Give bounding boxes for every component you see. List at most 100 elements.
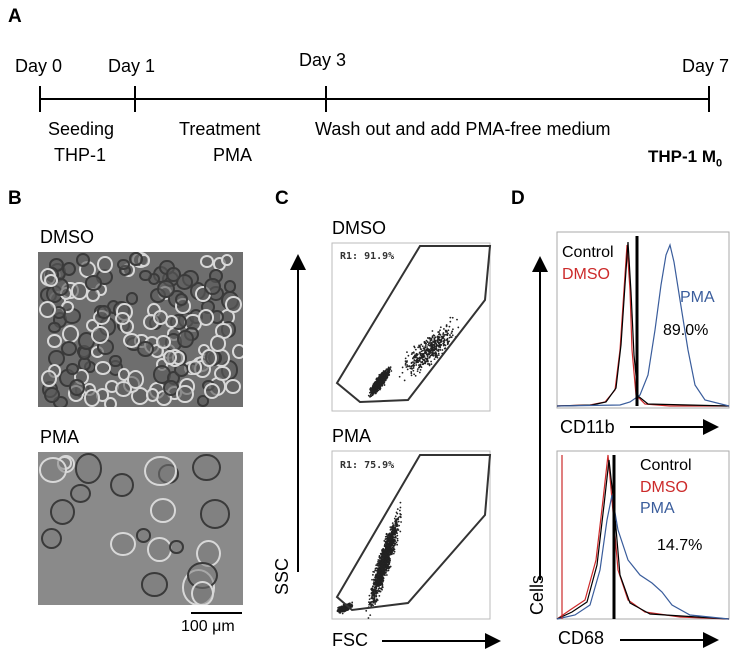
flow-dot bbox=[413, 373, 416, 376]
flow-dot bbox=[419, 365, 422, 368]
cell bbox=[40, 370, 57, 387]
flow-dot bbox=[399, 501, 402, 504]
flow-dot bbox=[431, 341, 433, 344]
flow-dot bbox=[433, 358, 436, 361]
flow-dot bbox=[437, 354, 440, 357]
cell bbox=[117, 258, 131, 271]
flow-dot bbox=[418, 344, 420, 347]
flow-dot bbox=[451, 334, 454, 337]
flow-dot bbox=[399, 530, 402, 533]
flow-dot bbox=[392, 552, 395, 555]
flow-dot bbox=[401, 366, 404, 369]
flow-dot bbox=[406, 364, 409, 366]
panel-label-a: A bbox=[8, 6, 22, 27]
flow-dot bbox=[430, 363, 433, 366]
flow-dot bbox=[447, 329, 450, 332]
flow-dot bbox=[437, 348, 440, 351]
flow-dot bbox=[422, 362, 425, 365]
flow-dot bbox=[407, 354, 410, 357]
flow-dot bbox=[419, 351, 421, 354]
cell bbox=[38, 300, 56, 318]
step-seeding-line1: Seeding bbox=[48, 119, 115, 139]
cell bbox=[201, 349, 218, 368]
hist-top-legend-control: Control bbox=[562, 244, 614, 261]
flow-dot bbox=[424, 344, 427, 346]
flow-dot bbox=[385, 371, 388, 374]
flow-dot bbox=[437, 331, 440, 333]
cell bbox=[231, 343, 243, 360]
flow-dot bbox=[369, 614, 372, 617]
cell bbox=[176, 384, 194, 403]
flow-dot bbox=[367, 394, 370, 397]
scale-bar bbox=[191, 612, 242, 614]
flow-dot bbox=[449, 334, 451, 336]
flow-dot bbox=[422, 353, 425, 355]
hist-y-axis-label: Cells bbox=[527, 574, 547, 615]
cell bbox=[187, 359, 203, 375]
flow-dot bbox=[438, 336, 441, 339]
flow-dot bbox=[421, 349, 424, 352]
flow-dot bbox=[432, 344, 435, 346]
flow-dot bbox=[446, 338, 449, 341]
cell bbox=[84, 275, 103, 292]
flow-dot bbox=[439, 341, 441, 344]
flow-dot bbox=[372, 384, 374, 387]
flow-dot bbox=[431, 336, 434, 339]
flow-dot bbox=[413, 346, 416, 349]
flow-dot bbox=[406, 368, 409, 371]
hist-bottom-percent: 14.7% bbox=[657, 537, 703, 554]
flow-dot bbox=[428, 362, 430, 365]
flow-dot bbox=[439, 326, 442, 329]
flow-dot bbox=[376, 382, 379, 384]
cell bbox=[50, 499, 76, 526]
cell bbox=[95, 360, 111, 375]
flow-dot bbox=[419, 368, 422, 371]
flow-dot bbox=[424, 350, 427, 353]
cell bbox=[199, 499, 231, 530]
hist-top-legend-dmso: DMSO bbox=[562, 266, 610, 283]
flow-dot bbox=[378, 594, 381, 597]
flow-dot bbox=[448, 340, 450, 343]
cell bbox=[65, 362, 79, 376]
cell bbox=[220, 253, 233, 266]
panel-label-c: C bbox=[275, 188, 289, 209]
flow-dot bbox=[446, 341, 449, 343]
flow-dot bbox=[424, 357, 427, 360]
flow-dot bbox=[418, 356, 421, 359]
flow-dot bbox=[376, 389, 379, 391]
flow-dot bbox=[457, 326, 460, 329]
flow-dot bbox=[373, 392, 375, 394]
flow-dot bbox=[426, 337, 429, 339]
flow-dot bbox=[424, 362, 426, 365]
flow-dot bbox=[415, 359, 418, 362]
flow-dot bbox=[443, 343, 446, 346]
hist-bottom-legend-control: Control bbox=[640, 457, 692, 474]
flow-dot bbox=[387, 569, 390, 572]
cell bbox=[76, 253, 90, 267]
flow-dot bbox=[406, 365, 409, 368]
flow-dot bbox=[442, 333, 445, 336]
flow-dot bbox=[378, 557, 381, 560]
flow-dot bbox=[423, 359, 426, 361]
flow-dot bbox=[390, 370, 393, 372]
flow-dot bbox=[436, 335, 439, 338]
flow-dot bbox=[428, 344, 431, 347]
micrograph-dmso-label: DMSO bbox=[40, 227, 94, 247]
flow-dot bbox=[415, 364, 418, 366]
flow-dot bbox=[433, 339, 436, 341]
flow-dot bbox=[420, 348, 423, 351]
cell bbox=[83, 388, 101, 407]
cell bbox=[115, 312, 130, 326]
flow-dot bbox=[383, 539, 386, 542]
flow-dot bbox=[384, 371, 386, 374]
cell bbox=[176, 329, 194, 349]
flow-dot bbox=[416, 370, 419, 373]
flow-dot bbox=[436, 344, 438, 346]
flow-dot bbox=[379, 556, 382, 559]
flow-dot bbox=[403, 379, 406, 382]
flow-dot bbox=[428, 364, 431, 367]
flow-dot bbox=[414, 355, 417, 358]
cell bbox=[97, 305, 112, 319]
